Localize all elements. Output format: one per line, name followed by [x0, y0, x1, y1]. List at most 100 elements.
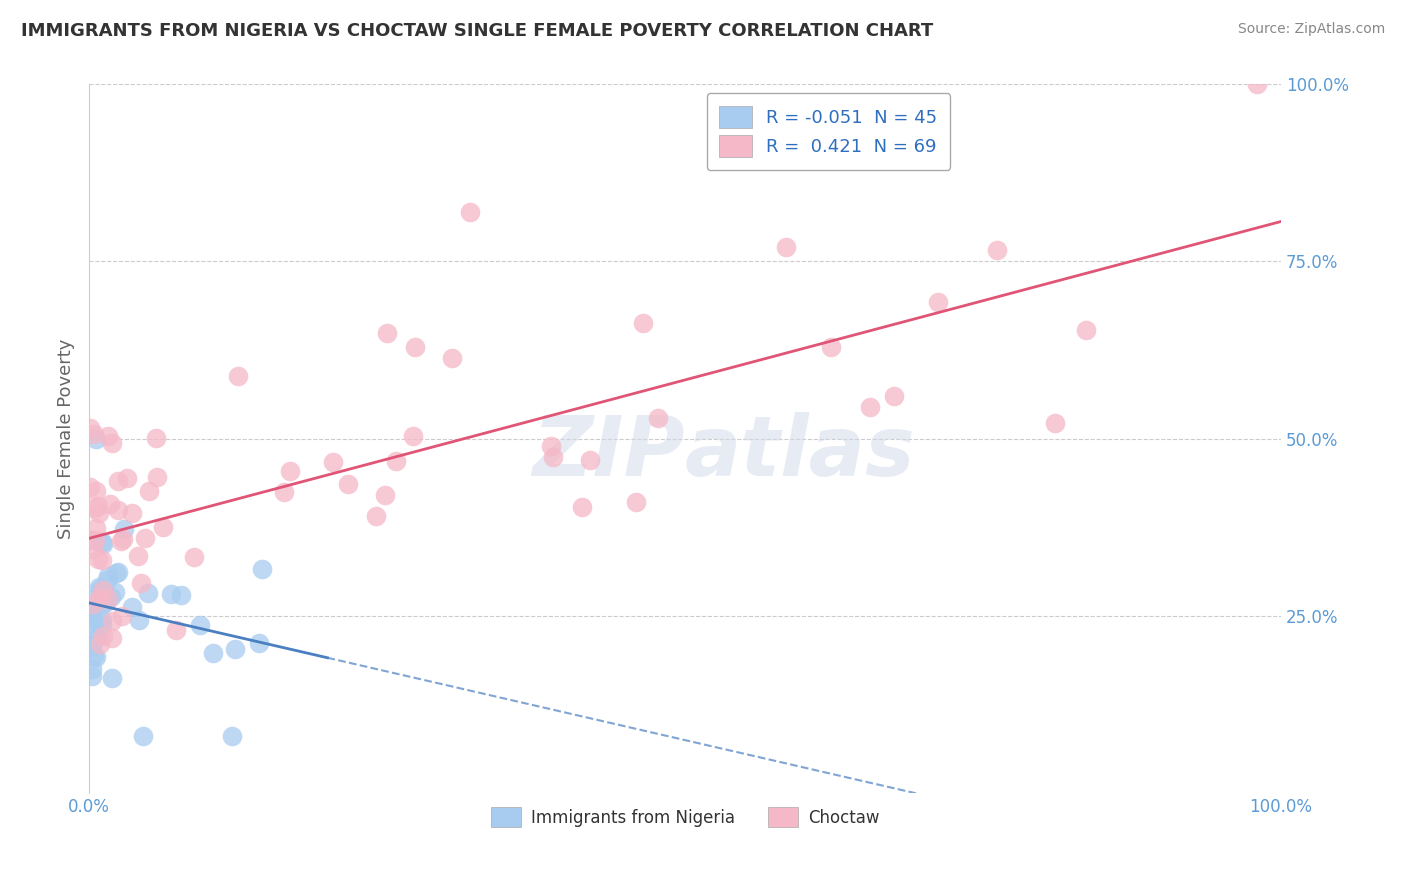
Point: [90, 617, 112, 632]
Point: [83, 591, 105, 606]
Point: [82, 669, 104, 683]
Text: ZIP: ZIP: [533, 412, 685, 493]
Point: [83, 427, 105, 442]
Point: [375, 326, 398, 340]
Point: [96, 574, 118, 588]
Point: [322, 454, 344, 468]
Point: [89, 591, 111, 605]
Point: [247, 635, 270, 649]
Point: [84, 432, 107, 446]
Point: [90, 599, 112, 613]
Point: [97, 428, 120, 442]
Point: [134, 531, 156, 545]
Point: [84, 521, 107, 535]
Point: [84, 500, 107, 515]
Point: [228, 369, 250, 384]
Point: [86, 630, 108, 644]
Point: [820, 340, 842, 354]
Point: [571, 500, 593, 514]
Point: [101, 671, 124, 685]
Point: [87, 615, 110, 630]
Point: [83, 533, 105, 547]
Point: [129, 575, 152, 590]
Point: [91, 535, 114, 549]
Point: [111, 608, 134, 623]
Point: [84, 649, 107, 664]
Point: [91, 552, 114, 566]
Point: [97, 591, 120, 606]
Point: [79, 533, 101, 547]
Point: [87, 499, 110, 513]
Point: [89, 582, 111, 597]
Point: [374, 488, 396, 502]
Point: [100, 631, 122, 645]
Point: [183, 549, 205, 564]
Point: [89, 591, 111, 605]
Point: [83, 649, 105, 664]
Point: [460, 205, 482, 219]
Point: [91, 537, 114, 551]
Point: [927, 294, 949, 309]
Point: [224, 642, 246, 657]
Point: [80, 662, 103, 676]
Point: [250, 562, 273, 576]
Point: [775, 240, 797, 254]
Point: [146, 470, 169, 484]
Point: [82, 597, 104, 611]
Point: [273, 485, 295, 500]
Point: [105, 566, 128, 580]
Point: [82, 640, 104, 654]
Point: [385, 454, 408, 468]
Point: [97, 569, 120, 583]
Point: [152, 519, 174, 533]
Point: [631, 317, 654, 331]
Point: [83, 633, 105, 648]
Point: [221, 729, 243, 743]
Point: [80, 603, 103, 617]
Point: [859, 400, 882, 414]
Point: [278, 464, 301, 478]
Y-axis label: Single Female Poverty: Single Female Poverty: [58, 338, 75, 539]
Point: [541, 450, 564, 464]
Point: [145, 431, 167, 445]
Point: [114, 522, 136, 536]
Point: [160, 587, 183, 601]
Point: [111, 532, 134, 546]
Point: [138, 483, 160, 498]
Point: [647, 411, 669, 425]
Point: [131, 729, 153, 743]
Point: [101, 436, 124, 450]
Point: [1246, 78, 1268, 92]
Point: [101, 614, 124, 628]
Point: [89, 637, 111, 651]
Legend: Immigrants from Nigeria, Choctaw: Immigrants from Nigeria, Choctaw: [484, 800, 886, 834]
Point: [883, 388, 905, 402]
Point: [121, 599, 143, 614]
Point: [107, 502, 129, 516]
Point: [107, 565, 129, 579]
Point: [404, 340, 426, 354]
Point: [84, 483, 107, 498]
Point: [91, 628, 114, 642]
Text: IMMIGRANTS FROM NIGERIA VS CHOCTAW SINGLE FEMALE POVERTY CORRELATION CHART: IMMIGRANTS FROM NIGERIA VS CHOCTAW SINGL…: [21, 22, 934, 40]
Point: [136, 586, 159, 600]
Point: [364, 509, 387, 524]
Point: [336, 477, 359, 491]
Point: [80, 616, 103, 631]
Point: [202, 646, 225, 660]
Point: [624, 494, 647, 508]
Point: [86, 552, 108, 566]
Point: [1074, 323, 1097, 337]
Point: [104, 585, 127, 599]
Point: [540, 439, 562, 453]
Point: [80, 603, 103, 617]
Point: [91, 583, 114, 598]
Point: [98, 497, 121, 511]
Point: [127, 549, 149, 563]
Point: [80, 603, 103, 617]
Text: atlas: atlas: [685, 412, 915, 493]
Point: [115, 471, 138, 485]
Point: [128, 613, 150, 627]
Point: [79, 612, 101, 626]
Point: [89, 580, 111, 594]
